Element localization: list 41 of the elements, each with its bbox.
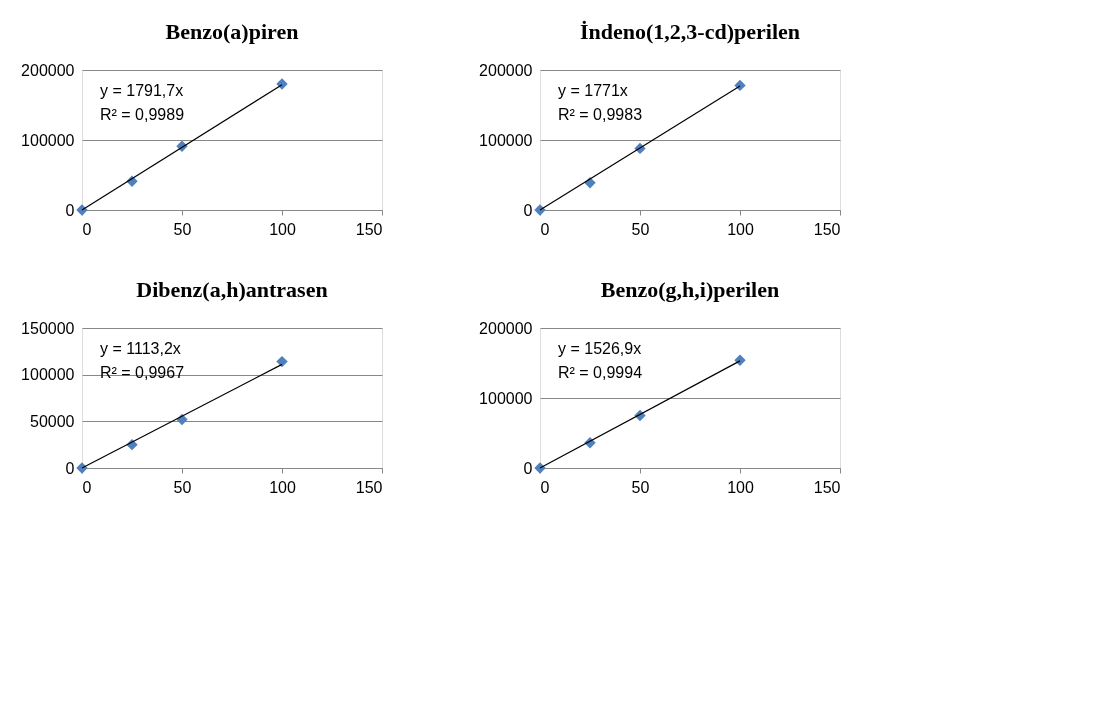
x-tick-label: 150 [355, 220, 383, 238]
x-tick-label: 50 [631, 478, 650, 496]
annotation: R² = 0,9967 [100, 364, 185, 381]
x-tick-label: 0 [540, 220, 550, 238]
annotation: y = 1791,7x [100, 82, 184, 99]
y-tick-label: 100000 [21, 131, 75, 149]
x-tick-label: 100 [727, 478, 754, 496]
y-tick-label: 50000 [30, 412, 75, 430]
x-tick-label: 0 [82, 478, 92, 496]
y-tick-label: 0 [65, 201, 75, 219]
x-tick-label: 0 [540, 478, 550, 496]
x-tick-label: 150 [813, 478, 841, 496]
annotation: R² = 0,9994 [558, 364, 643, 381]
y-tick-label: 200000 [21, 61, 75, 79]
x-tick-label: 50 [631, 220, 650, 238]
x-tick-label: 100 [727, 220, 754, 238]
y-tick-label: 0 [523, 459, 533, 477]
y-tick-label: 100000 [21, 366, 75, 384]
chart-title: Dibenz(a,h)antrasen [136, 277, 328, 302]
y-tick-label: 200000 [479, 319, 533, 337]
x-tick-label: 150 [813, 220, 841, 238]
x-tick-label: 0 [82, 220, 92, 238]
x-tick-label: 50 [173, 478, 192, 496]
x-tick-label: 150 [355, 478, 383, 496]
chart-title: Benzo(a)piren [165, 19, 299, 44]
x-tick-label: 100 [269, 478, 296, 496]
y-tick-label: 200000 [479, 61, 533, 79]
annotation: R² = 0,9983 [558, 106, 643, 123]
chart-title: İndeno(1,2,3-cd)perilen [580, 19, 800, 44]
y-tick-label: 100000 [479, 131, 533, 149]
annotation: y = 1771x [558, 82, 628, 99]
annotation: y = 1113,2x [100, 340, 181, 357]
y-tick-label: 150000 [21, 319, 75, 337]
chart-title: Benzo(g,h,i)perilen [600, 277, 780, 302]
y-tick-label: 0 [65, 459, 75, 477]
y-tick-label: 0 [523, 201, 533, 219]
annotation: y = 1526,9x [558, 340, 642, 357]
x-tick-label: 50 [173, 220, 192, 238]
annotation: R² = 0,9989 [100, 106, 185, 123]
x-tick-label: 100 [269, 220, 296, 238]
y-tick-label: 100000 [479, 389, 533, 407]
